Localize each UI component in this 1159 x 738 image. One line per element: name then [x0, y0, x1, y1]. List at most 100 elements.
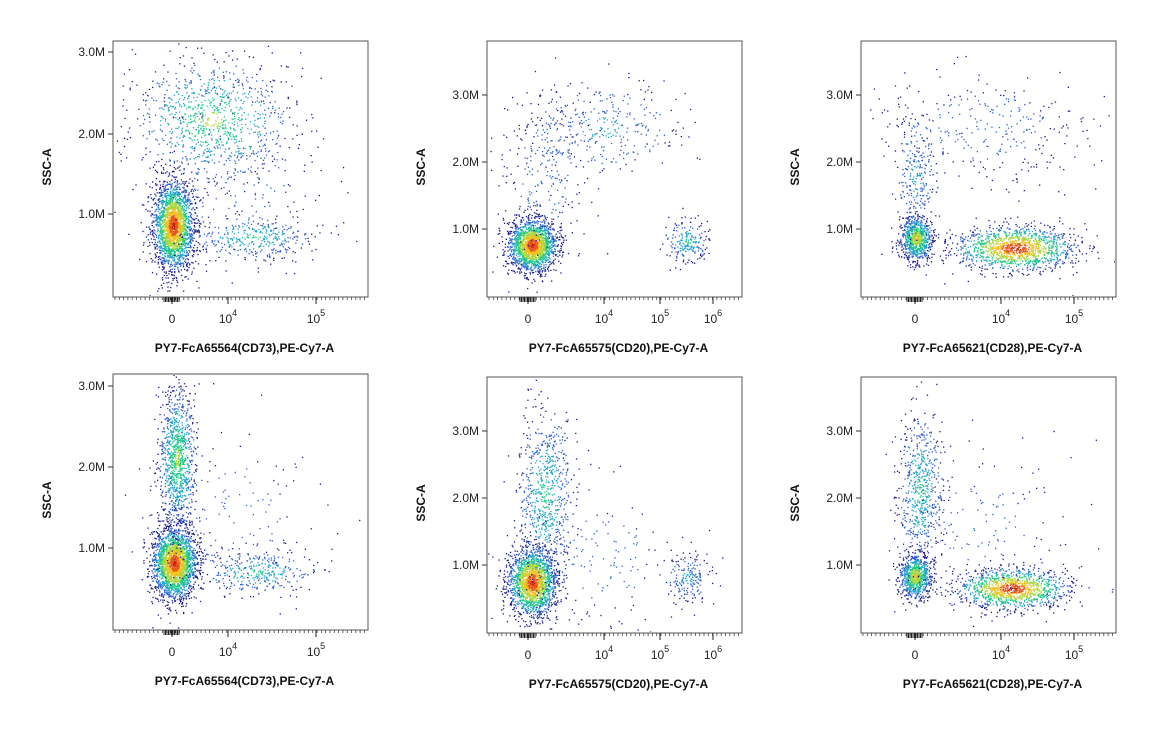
- event-dot: [262, 232, 263, 233]
- event-dot: [179, 63, 180, 64]
- event-dot: [260, 88, 261, 89]
- event-dot: [292, 138, 293, 139]
- event-dot: [259, 118, 260, 119]
- event-dot: [187, 197, 188, 198]
- event-dot: [174, 162, 175, 163]
- event-dot: [226, 237, 227, 238]
- event-dot: [245, 96, 246, 97]
- event-dot: [517, 227, 518, 228]
- event-dot: [287, 229, 288, 230]
- event-dot: [222, 89, 223, 90]
- event-dot: [143, 123, 144, 124]
- event-dot: [212, 97, 213, 98]
- event-dot: [214, 240, 215, 241]
- event-dot: [148, 311, 149, 312]
- event-dot: [197, 250, 198, 251]
- event-dot: [235, 225, 236, 226]
- event-dot: [162, 197, 163, 198]
- event-dot: [192, 262, 193, 263]
- event-dot: [243, 73, 244, 74]
- event-dot: [311, 234, 312, 235]
- event-dot: [169, 131, 170, 132]
- event-dot: [220, 156, 221, 157]
- event-dot: [183, 188, 184, 189]
- event-dot: [184, 269, 185, 270]
- event-dot: [164, 193, 165, 194]
- event-dot: [287, 249, 288, 250]
- event-dot: [263, 160, 264, 161]
- event-dot: [183, 144, 184, 145]
- event-dot: [184, 252, 185, 253]
- event-dot: [172, 212, 173, 213]
- event-dot: [186, 270, 187, 271]
- event-dot: [178, 271, 179, 272]
- event-dot: [263, 126, 264, 127]
- event-dot: [264, 237, 265, 238]
- event-dot: [347, 192, 348, 193]
- event-dot: [200, 121, 201, 122]
- event-dot: [323, 138, 324, 139]
- event-dot: [305, 196, 306, 197]
- event-dot: [185, 215, 186, 216]
- event-dot: [167, 71, 168, 72]
- event-dot: [208, 217, 209, 218]
- event-dot: [535, 228, 536, 229]
- event-dot: [158, 207, 159, 208]
- event-dot: [294, 273, 295, 274]
- event-dot: [162, 192, 163, 193]
- event-dot: [286, 66, 287, 67]
- event-dot: [301, 76, 302, 77]
- event-dot: [149, 121, 150, 122]
- event-dot: [218, 227, 219, 228]
- event-dot: [180, 120, 181, 121]
- event-dot: [207, 148, 208, 149]
- event-dot: [254, 184, 255, 185]
- event-dot: [249, 133, 250, 134]
- event-dot: [200, 113, 201, 114]
- event-dot: [237, 211, 238, 212]
- event-dot: [195, 135, 196, 136]
- event-dot: [181, 123, 182, 124]
- event-dot: [179, 104, 180, 105]
- event-dot: [260, 237, 261, 238]
- event-dot: [197, 139, 198, 140]
- event-dot: [255, 251, 256, 252]
- event-dot: [162, 279, 163, 280]
- event-dot: [159, 86, 160, 87]
- event-dot: [211, 138, 212, 139]
- event-dot: [183, 216, 184, 217]
- event-dot: [224, 61, 225, 62]
- event-dot: [186, 216, 187, 217]
- event-dot: [286, 251, 287, 252]
- event-dot: [198, 263, 199, 264]
- event-dot: [212, 242, 213, 243]
- event-dot: [177, 168, 178, 169]
- event-dot: [179, 118, 180, 119]
- event-dot: [165, 216, 166, 217]
- event-dot: [176, 223, 177, 224]
- event-dot: [246, 158, 247, 159]
- event-dot: [315, 200, 316, 201]
- event-dot: [273, 248, 274, 249]
- event-dot: [166, 221, 167, 222]
- event-dot: [551, 247, 552, 248]
- event-dot: [171, 206, 172, 207]
- event-dot: [312, 117, 313, 118]
- event-dot: [232, 50, 233, 51]
- event-dot: [188, 259, 189, 260]
- event-dot: [154, 244, 155, 245]
- event-dot: [202, 206, 203, 207]
- event-dot: [535, 264, 536, 265]
- event-dot: [176, 250, 177, 251]
- event-dot: [236, 141, 237, 142]
- event-dot: [168, 208, 169, 209]
- event-dot: [275, 101, 276, 102]
- event-dot: [221, 188, 222, 189]
- event-dot: [172, 217, 173, 218]
- event-dot: [171, 271, 172, 272]
- event-dot: [165, 195, 166, 196]
- event-dot: [179, 111, 180, 112]
- event-dot: [170, 246, 171, 247]
- event-dot: [551, 250, 552, 251]
- event-dot: [502, 241, 503, 242]
